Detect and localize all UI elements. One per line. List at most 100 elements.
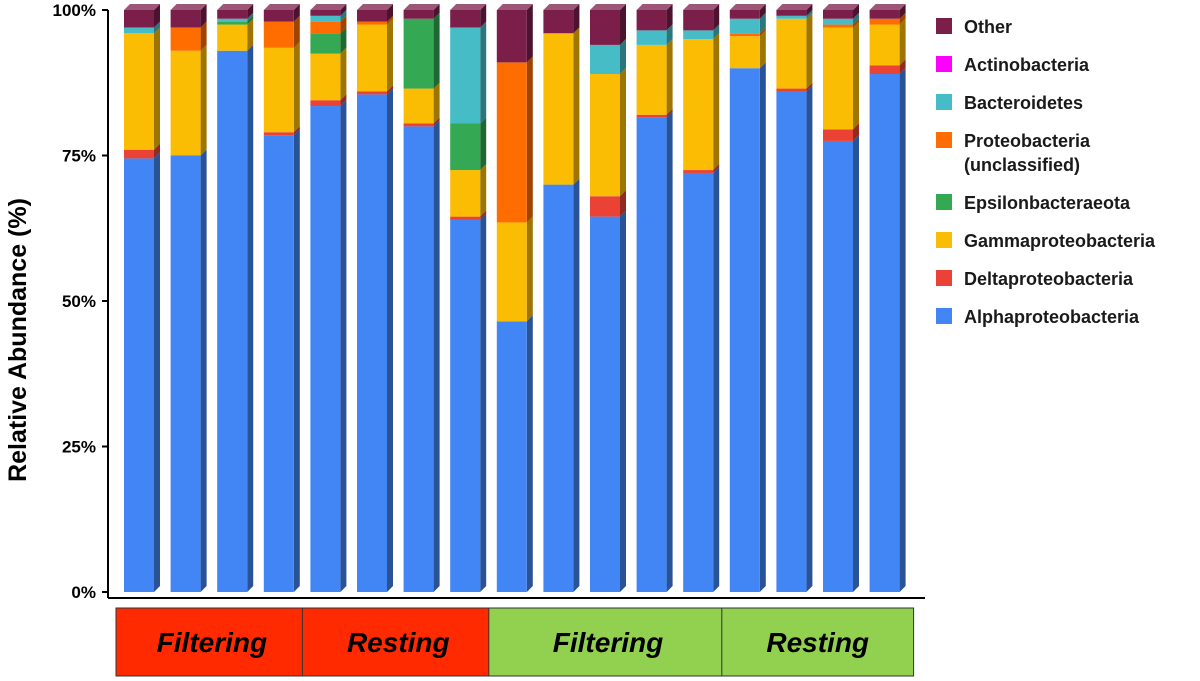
bar-stack bbox=[496, 4, 533, 592]
legend: Other Actinobacteria Bacteroidetes Proteoba… bbox=[936, 17, 1156, 327]
bar-segment-side bbox=[293, 15, 300, 48]
legend-swatch bbox=[936, 232, 952, 248]
bar-segment bbox=[450, 216, 481, 220]
bar-segment-side bbox=[154, 27, 160, 150]
legend-entry: Proteobacteria (unclassified) bbox=[936, 131, 1091, 175]
bar-segment-side bbox=[573, 178, 580, 592]
bar-segment-side bbox=[806, 4, 813, 16]
bar-segment-side bbox=[666, 24, 673, 45]
bar-segment bbox=[590, 10, 620, 45]
bar-segment bbox=[869, 24, 900, 66]
bar-segment bbox=[310, 100, 341, 107]
bar-segment bbox=[357, 10, 387, 22]
bar-segment-side bbox=[899, 12, 906, 25]
bar-segment-side bbox=[200, 21, 207, 51]
bar-segment-side bbox=[200, 4, 207, 28]
bar-top-face bbox=[729, 4, 766, 10]
bar-segment-side bbox=[666, 4, 673, 31]
bar-segment bbox=[357, 21, 387, 25]
bars bbox=[124, 4, 906, 593]
bar-top-face bbox=[636, 4, 673, 10]
bar-segment bbox=[776, 15, 807, 19]
bar-segment bbox=[636, 10, 667, 31]
group-label: Filtering bbox=[553, 627, 663, 658]
bar-segment bbox=[310, 33, 341, 54]
bar-stack bbox=[357, 4, 393, 592]
group-label: Filtering bbox=[157, 627, 267, 658]
bar-segment bbox=[450, 10, 481, 28]
bar-segment-side bbox=[340, 9, 347, 22]
bar-segment bbox=[590, 44, 620, 75]
group-box: Resting bbox=[301, 607, 495, 677]
bar-stack bbox=[776, 4, 813, 592]
bar-segment bbox=[170, 50, 201, 156]
bar-segment bbox=[590, 196, 620, 217]
bar-top-face bbox=[823, 4, 859, 10]
legend-entry: Deltaproteobacteria bbox=[936, 269, 1134, 289]
bar-segment-side bbox=[620, 210, 626, 593]
bar-segment-side bbox=[247, 44, 254, 593]
legend-entry: Other bbox=[936, 17, 1012, 37]
bar-segment-side bbox=[526, 4, 533, 63]
bar-segment bbox=[310, 15, 341, 22]
bar-top-face bbox=[263, 4, 300, 10]
bar-segment-side bbox=[480, 210, 487, 220]
bar-top-face bbox=[310, 4, 347, 10]
bar-segment-side bbox=[480, 117, 487, 171]
bar-segment bbox=[124, 10, 154, 28]
bar-segment-side bbox=[853, 21, 859, 130]
bar-segment-side bbox=[759, 30, 766, 69]
legend-label: Epsilonbacteraeota bbox=[964, 193, 1131, 213]
bar-segment-side bbox=[526, 315, 533, 592]
group-box: Resting bbox=[721, 607, 915, 677]
bar-segment-side bbox=[247, 12, 254, 22]
y-axis-title: Relative Abundance (%) bbox=[4, 198, 32, 482]
bar-segment bbox=[496, 10, 527, 63]
bar-stack bbox=[543, 4, 580, 592]
bar-segment-side bbox=[713, 33, 720, 171]
bar-segment-side bbox=[759, 12, 766, 34]
bar-segment bbox=[403, 10, 434, 19]
group-box: Filtering bbox=[115, 607, 309, 677]
bar-segment bbox=[263, 132, 294, 136]
bar-segment-side bbox=[480, 21, 487, 124]
bar-segment bbox=[823, 10, 853, 19]
bar-segment bbox=[496, 222, 527, 322]
bar-segment bbox=[403, 126, 434, 593]
bar-top-face bbox=[776, 4, 813, 10]
legend-entry: Alphaproteobacteria bbox=[936, 307, 1140, 327]
legend-entry: Epsilonbacteraeota bbox=[936, 193, 1131, 213]
bar-segment bbox=[823, 27, 853, 130]
bar-top-face bbox=[217, 4, 254, 10]
bar-segment-side bbox=[433, 117, 440, 127]
bar-segment bbox=[729, 68, 760, 592]
bar-segment-side bbox=[620, 4, 626, 45]
bar-segment bbox=[869, 74, 900, 592]
bar-segment bbox=[776, 88, 807, 92]
bar-segment-side bbox=[806, 9, 813, 19]
legend-label: Other bbox=[964, 17, 1012, 37]
legend-entry: Actinobacteria bbox=[936, 55, 1090, 75]
bar-segment-side bbox=[154, 4, 160, 28]
bar-segment bbox=[217, 24, 248, 51]
bar-segment bbox=[170, 155, 201, 592]
bar-segment bbox=[170, 10, 201, 28]
bar-segment-side bbox=[759, 62, 766, 592]
group-box-fill bbox=[488, 607, 728, 677]
legend-label: Gammaproteobacteria bbox=[964, 231, 1156, 251]
group-box: Filtering bbox=[488, 607, 728, 677]
bar-segment bbox=[310, 53, 341, 101]
bar-segment-side bbox=[340, 100, 347, 592]
bar-segment bbox=[543, 184, 574, 592]
legend-swatch bbox=[936, 308, 952, 324]
bar-segment-side bbox=[573, 4, 580, 34]
bar-segment-side bbox=[853, 12, 859, 25]
bar-segment-side bbox=[433, 82, 440, 124]
bar-stack bbox=[590, 4, 626, 593]
bar-segment bbox=[357, 24, 387, 92]
bar-segment bbox=[823, 24, 853, 28]
bar-segment bbox=[729, 36, 760, 69]
bar-top-face bbox=[124, 4, 160, 10]
bar-segment bbox=[683, 10, 714, 31]
